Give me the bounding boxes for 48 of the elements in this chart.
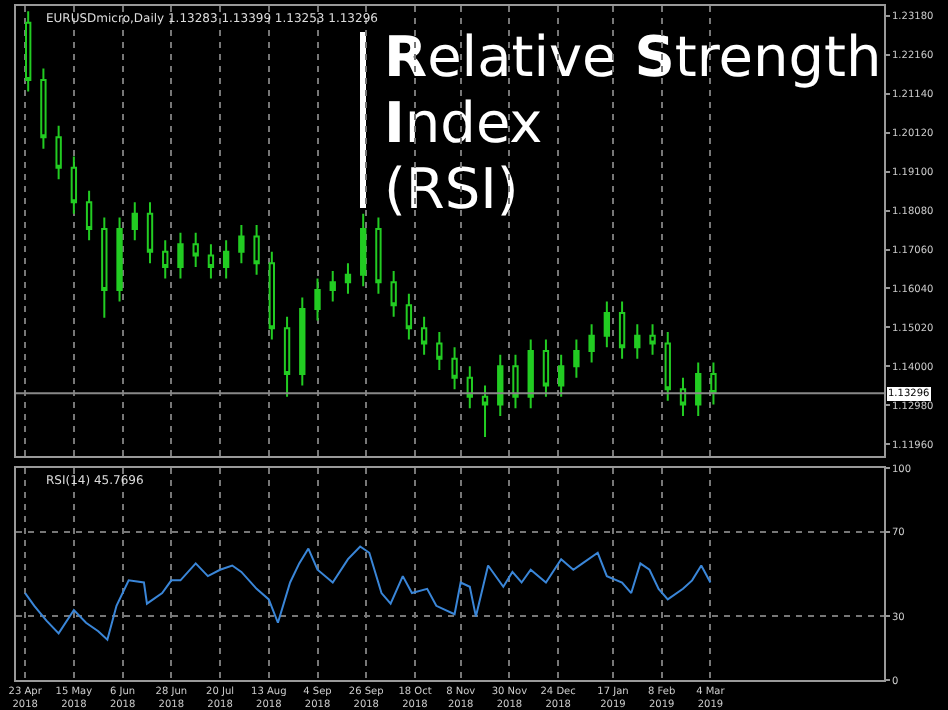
candlestick <box>131 201 138 242</box>
candlestick <box>344 262 352 295</box>
candlestick <box>481 384 489 438</box>
candlestick <box>679 376 687 417</box>
candlestick <box>695 361 702 417</box>
candlestick <box>573 338 580 379</box>
candlestick <box>420 315 428 356</box>
candlestick <box>222 239 230 280</box>
candlestick <box>268 250 275 341</box>
candlestick <box>436 330 443 372</box>
candlestick <box>283 315 291 398</box>
line-series <box>24 545 712 641</box>
candlestick <box>618 300 626 360</box>
candlestick <box>603 300 611 349</box>
candlestick <box>40 67 47 150</box>
candlestick <box>70 155 78 215</box>
candlestick <box>162 239 169 280</box>
candlestick <box>238 224 245 265</box>
candlestick <box>55 124 62 181</box>
candlestick <box>390 269 397 318</box>
candlestick <box>512 353 519 410</box>
candlestick <box>25 10 32 93</box>
candlestick <box>207 243 215 280</box>
candlestick <box>527 338 534 410</box>
candlestick <box>451 346 458 391</box>
candlestick <box>177 231 184 280</box>
candlestick <box>542 338 550 398</box>
candlestick <box>375 216 382 295</box>
candlestick <box>329 269 336 303</box>
candlestick <box>192 231 199 269</box>
candlestick <box>405 292 413 341</box>
candlestick <box>664 330 671 402</box>
candlestick <box>85 189 93 242</box>
candlestick <box>101 216 108 319</box>
candlestick <box>710 361 717 406</box>
candlestick <box>116 216 123 303</box>
candlestick <box>649 323 656 356</box>
candlestick <box>360 212 367 288</box>
candlestick <box>634 323 641 360</box>
candlestick <box>314 277 321 322</box>
chart-title: Relative Strength Index (RSI) <box>384 24 882 222</box>
candlestick <box>557 353 565 398</box>
candlestick <box>299 296 306 387</box>
candlestick <box>253 224 260 276</box>
candlestick <box>146 201 154 265</box>
candlestick <box>497 353 504 417</box>
candlestick <box>466 365 473 410</box>
candlestick <box>588 323 595 364</box>
